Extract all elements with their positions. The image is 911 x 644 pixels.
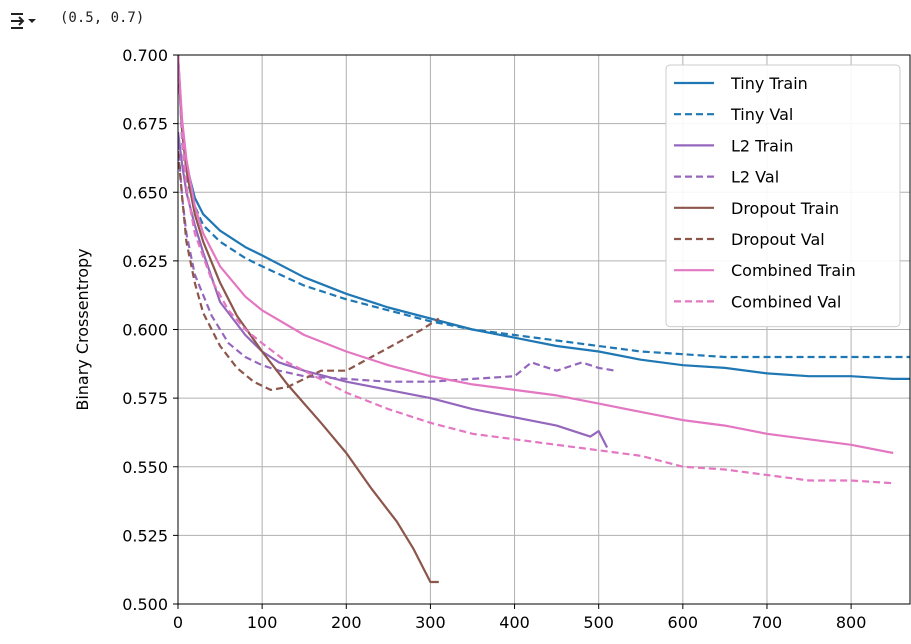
series-line-l2-train: [178, 131, 609, 449]
y-tick-label: 0.525: [122, 526, 168, 545]
y-tick-label: 0.550: [122, 458, 168, 477]
legend-entry: L2 Train: [731, 136, 794, 155]
series-line-tiny-train: [178, 55, 910, 380]
x-tick-label: 400: [499, 613, 530, 632]
y-tick-label: 0.500: [122, 595, 168, 614]
legend-box: [665, 64, 901, 328]
x-tick-label: 700: [752, 613, 783, 632]
x-tick-label: 100: [247, 613, 278, 632]
y-tick-label: 0.650: [122, 183, 168, 202]
y-tick-label: 0.575: [122, 389, 168, 408]
plot-area: [178, 55, 910, 584]
x-tick-label: 500: [583, 613, 614, 632]
series-line-combined-train: [178, 55, 894, 455]
series-line-l2-val: [178, 142, 616, 383]
x-axis-ticks: 0 100 200 300 400 500 600 700 800: [173, 604, 866, 632]
x-tick-label: 200: [331, 613, 362, 632]
y-axis-ticks: 0.500 0.525 0.550 0.575 0.600 0.625 0.650 0.675…: [122, 46, 178, 614]
x-tick-label: 300: [415, 613, 446, 632]
series-line-tiny-val: [178, 55, 910, 359]
legend-entry: Tiny Train: [730, 74, 808, 93]
legend-entry: Dropout Val: [731, 230, 825, 249]
y-tick-label: 0.700: [122, 46, 168, 65]
legend-entry: Dropout Train: [731, 199, 839, 218]
y-tick-label: 0.625: [122, 252, 168, 271]
y-tick-label: 0.675: [122, 115, 168, 134]
series-line-combined-val: [178, 55, 894, 485]
y-axis-label: Binary Crossentropy: [73, 248, 92, 410]
legend: Tiny Train Tiny Val L2 Train L2 Val Dropout …: [665, 64, 901, 328]
legend-entry: Combined Train: [731, 261, 856, 280]
x-tick-label: 800: [836, 613, 867, 632]
x-tick-label: 600: [668, 613, 699, 632]
series-line-dropout-train: [178, 55, 439, 584]
x-tick-label: 0: [173, 613, 183, 632]
series-line-dropout-val: [178, 151, 440, 391]
legend-entry: Combined Val: [731, 292, 841, 311]
output-collapse-icon[interactable]: [8, 8, 38, 34]
output-text: (0.5, 0.7): [60, 10, 145, 26]
legend-entry: Tiny Val: [730, 105, 793, 124]
legend-entry: L2 Val: [731, 168, 779, 187]
y-tick-label: 0.600: [122, 321, 168, 340]
